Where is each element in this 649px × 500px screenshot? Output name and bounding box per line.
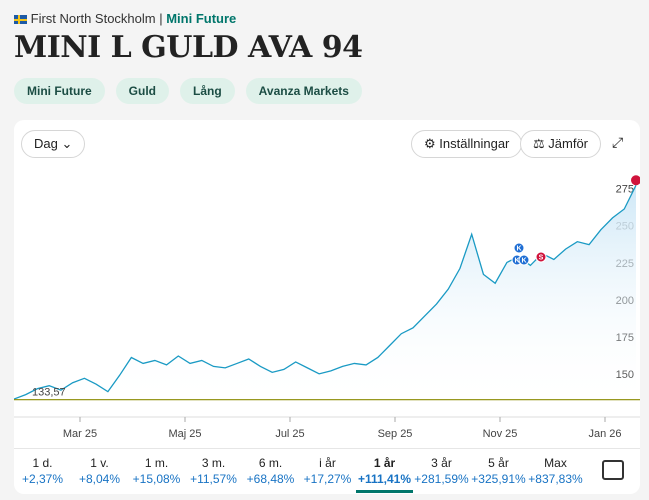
y-tick-label: 275 [616,184,634,196]
period-change: +17,27% [303,472,352,486]
last-price-dot [631,175,640,186]
period-label: 1 m. [144,456,169,470]
period-option[interactable]: 3 år +281,59% [413,449,470,495]
period-change: +325,91% [471,472,526,486]
x-tick-label: Mar 25 [63,428,97,440]
trade-marker[interactable] [535,251,547,263]
category-link[interactable]: Mini Future [166,11,237,26]
period-option[interactable]: 1 m. +15,08% [128,449,185,495]
calendar-button[interactable] [602,460,624,480]
baseline-label: 133,57 [32,387,66,399]
trade-marker-label: S [539,254,544,261]
compare-button[interactable]: ⚖ Jämför [520,130,602,158]
period-change: +2,37% [21,472,64,486]
tag[interactable]: Guld [115,78,169,104]
period-option[interactable]: 3 m. +11,57% [185,449,242,495]
period-label: 1 d. [32,456,53,470]
x-tick-label: Jan 26 [588,428,621,440]
breadcrumb: First North Stockholm | Mini Future [14,11,236,26]
trade-marker-label: K [521,257,526,264]
period-option[interactable]: 6 m. +68,48% [242,449,299,495]
period-option[interactable]: Max +837,83% [527,449,584,495]
tag[interactable]: Mini Future [14,78,105,104]
x-tick-label: Nov 25 [483,428,518,440]
expand-button[interactable]: ⤢ [612,134,624,150]
period-bar: 1 d. +2,37% 1 v. +8,04% 1 m. +15,08% 3 m. +11,5… [14,448,640,495]
period-change: +15,08% [132,472,181,486]
tag[interactable]: Lång [180,78,235,104]
price-line [14,184,637,400]
period-label: 6 m. [258,456,283,470]
instrument-title: MINI L GULD AVA 94 [14,30,363,65]
tag-list: Mini Future Guld Lång Avanza Markets [14,78,362,104]
trade-marker[interactable] [518,254,530,266]
period-change: +281,59% [414,472,469,486]
period-dropdown-label: Dag [34,136,58,151]
settings-label: Inställningar [439,136,510,151]
chart-card: Dag ⌄ ⚙ Inställningar ⚖ Jämför ⤢ 1501752… [14,120,640,494]
period-change: +68,48% [246,472,295,486]
area [14,185,636,405]
period-option[interactable]: 1 år +111,41% [356,449,413,495]
period-change: +11,57% [190,472,237,486]
trade-marker-label: K [514,257,519,264]
trade-marker-label: K [516,245,521,252]
period-option[interactable]: 1 v. +8,04% [71,449,128,495]
tag[interactable]: Avanza Markets [245,78,362,104]
period-label: 1 år [373,456,396,470]
exchange[interactable]: First North Stockholm [30,11,156,26]
period-label: Max [544,456,567,470]
settings-button[interactable]: ⚙ Inställningar [411,130,523,158]
period-dropdown[interactable]: Dag ⌄ [21,130,86,158]
period-option[interactable]: i år +17,27% [299,449,356,495]
x-tick-label: Jul 25 [275,428,304,440]
period-label: 3 år [431,456,452,470]
period-label: 3 m. [201,456,226,470]
period-label: 1 v. [90,456,109,470]
period-label: i år [319,456,336,470]
flag [14,15,27,24]
period-change: +837,83% [528,472,583,486]
period-change: +111,41% [357,472,412,486]
period-option[interactable]: 1 d. +2,37% [14,449,71,495]
period-option[interactable]: 5 år +325,91% [470,449,527,495]
trade-marker[interactable] [513,242,525,254]
period-label: 5 år [488,456,509,470]
compare-label: Jämför [548,136,589,151]
x-tick-label: Sep 25 [378,428,413,440]
period-change: +8,04% [78,472,121,486]
x-tick-label: Maj 25 [168,428,201,440]
